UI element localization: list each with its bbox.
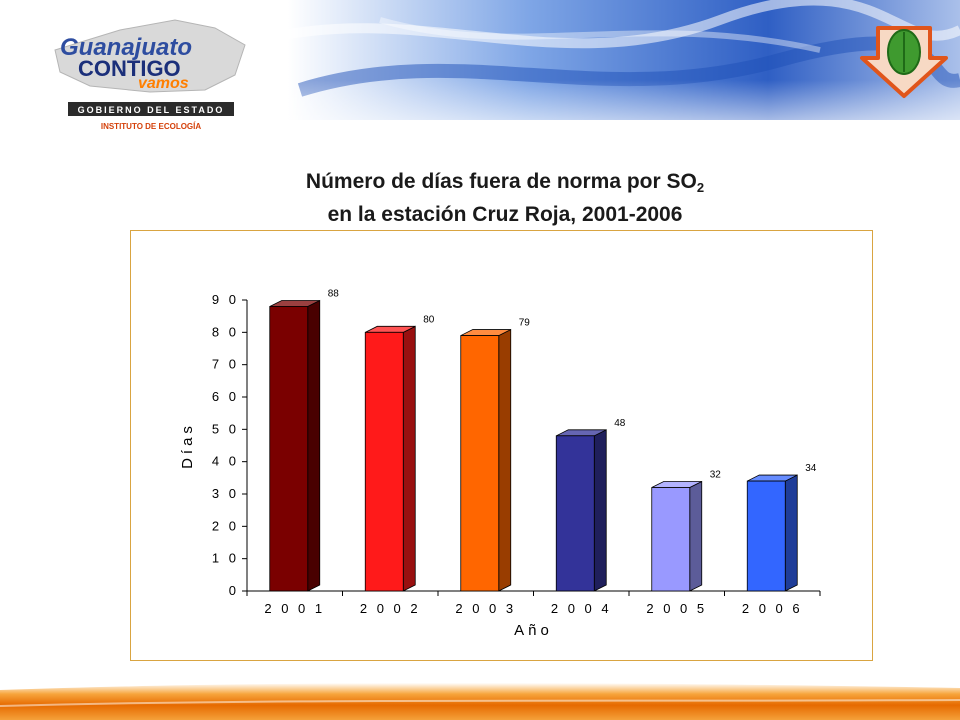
bar-2004 bbox=[555, 435, 595, 592]
y-tick-label: 0 bbox=[229, 583, 239, 598]
smoke-swirl bbox=[379, 17, 821, 53]
bar-2006 bbox=[746, 480, 786, 592]
y-tick-label: 8 0 bbox=[212, 324, 239, 339]
y-tick-label: 1 0 bbox=[212, 551, 239, 566]
logo-line3: vamos bbox=[138, 75, 189, 92]
x-tick-label: 2 0 0 2 bbox=[360, 601, 421, 616]
y-tick-label: 2 0 bbox=[212, 518, 239, 533]
bar-side-2001 bbox=[307, 299, 321, 592]
bar-side-2006 bbox=[784, 474, 798, 592]
x-tick-label: 2 0 0 4 bbox=[551, 601, 612, 616]
logo: Guanajuato CONTIGO vamos GOBIERNO DEL ES… bbox=[54, 19, 246, 131]
x-tick-label: 2 0 0 3 bbox=[455, 601, 516, 616]
y-axis-label: Días bbox=[179, 422, 196, 469]
chart-title-subscript: 2 bbox=[696, 180, 705, 195]
bar-2001 bbox=[269, 306, 309, 592]
bar-2002 bbox=[364, 331, 404, 592]
data-label-2006: 34 bbox=[805, 463, 817, 474]
bar-side-2004 bbox=[593, 429, 607, 592]
x-tick-label: 2 0 0 6 bbox=[742, 601, 803, 616]
chart-title-text: Número de días fuera de norma por SO bbox=[305, 170, 697, 193]
y-tick-label: 3 0 bbox=[212, 486, 239, 501]
chart-title-line2: en la estación Cruz Roja, 2001-2006 bbox=[327, 203, 683, 226]
institute-label: INSTITUTO DE ECOLOGÍA bbox=[101, 122, 202, 131]
leaf-down-arrow-icon bbox=[860, 26, 948, 98]
y-tick-label: 4 0 bbox=[212, 454, 239, 469]
bar-chart: 0 1 0 2 0 3 0 4 0 5 0 6 0 7 0 8 0 9 0 88 2 0 0 1 80 2… bbox=[179, 288, 821, 639]
data-label-2004: 48 bbox=[614, 418, 626, 429]
bar-side-2002 bbox=[402, 325, 416, 592]
data-label-2001: 88 bbox=[328, 288, 340, 299]
footer-highlight bbox=[0, 699, 960, 707]
logo-line1: Guanajuato bbox=[60, 34, 192, 61]
bar-side-2003 bbox=[498, 328, 512, 592]
x-axis-label: Año bbox=[514, 622, 553, 639]
data-label-2003: 79 bbox=[519, 318, 531, 329]
footer-bar bbox=[0, 682, 960, 720]
y-tick-label: 6 0 bbox=[212, 389, 239, 404]
data-label-2005: 32 bbox=[710, 470, 722, 481]
y-tick-label: 5 0 bbox=[212, 421, 239, 436]
bar-side-2005 bbox=[689, 480, 703, 592]
gov-label: GOBIERNO DEL ESTADO bbox=[78, 105, 225, 115]
x-tick-label: 2 0 0 1 bbox=[264, 601, 325, 616]
header-banner: Guanajuato CONTIGO vamos GOBIERNO DEL ES… bbox=[0, 0, 960, 150]
data-label-2002: 80 bbox=[423, 314, 435, 325]
bar-2005 bbox=[651, 487, 691, 592]
chart-title-line1: Número de días fuera de norma por SO2 bbox=[0, 170, 960, 195]
logo-line2: CONTIGO bbox=[78, 56, 181, 81]
bar-2003 bbox=[460, 335, 500, 592]
x-tick-label: 2 0 0 5 bbox=[646, 601, 707, 616]
y-tick-label: 7 0 bbox=[212, 357, 239, 372]
y-tick-label: 9 0 bbox=[212, 292, 239, 307]
